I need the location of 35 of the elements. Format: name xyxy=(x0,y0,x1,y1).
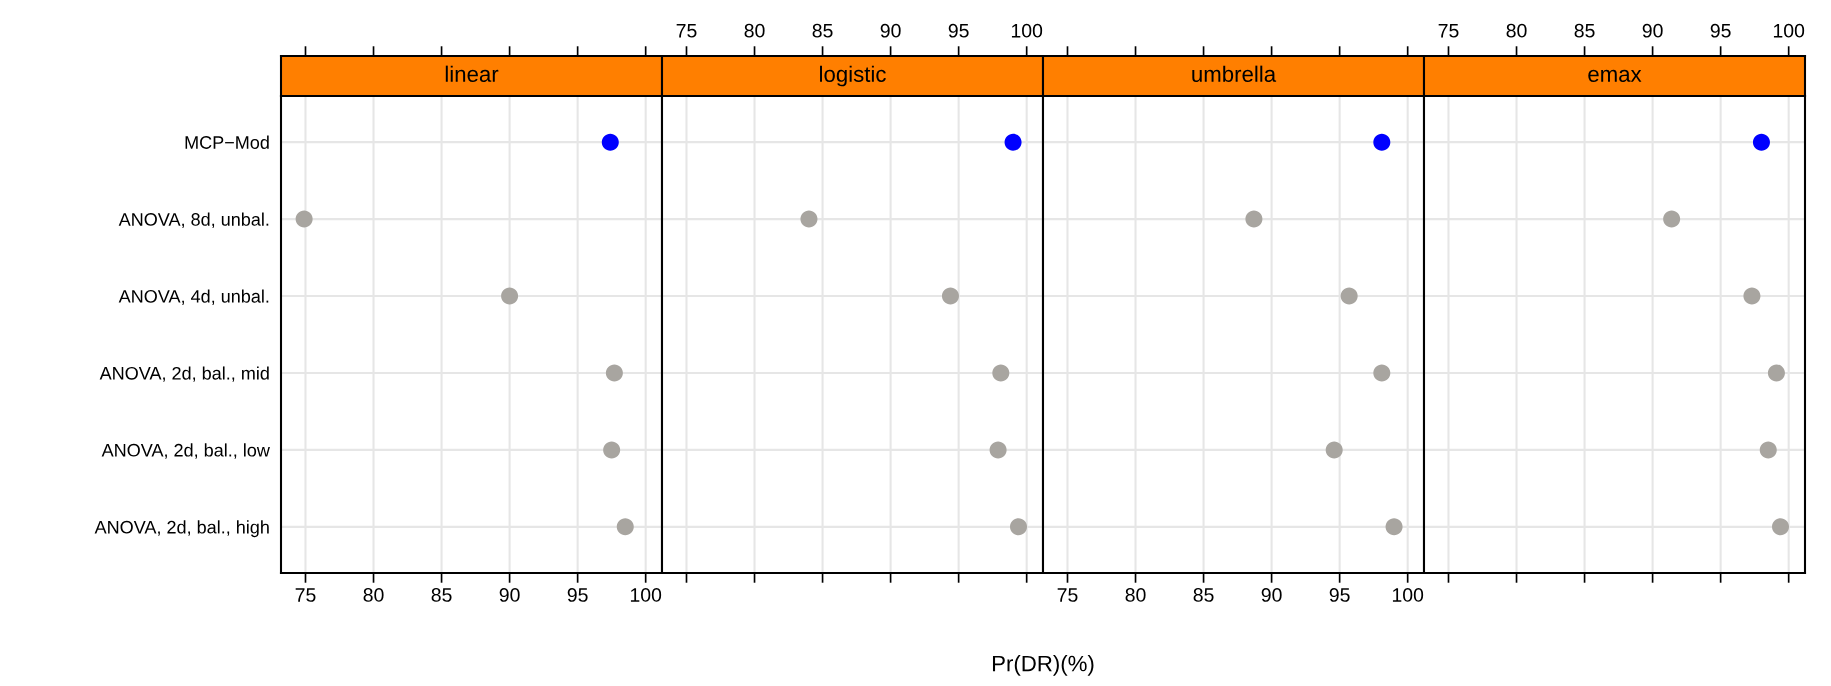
x-axis-title: Pr(DR)(%) xyxy=(992,655,1094,676)
y-tick-label: ANOVA, 2d, bal., low xyxy=(101,443,270,459)
x-tick-label: 75 xyxy=(1057,588,1078,602)
y-tick-label: ANOVA, 2d, bal., mid xyxy=(99,366,269,382)
x2-tick-label: 75 xyxy=(1438,24,1459,38)
x-tick-label: 85 xyxy=(1193,588,1214,602)
x2-tick-label: 95 xyxy=(1710,23,1731,38)
x-tick-label: 100 xyxy=(630,588,662,602)
x-tick-label: 90 xyxy=(499,588,520,602)
x-tick-label: 90 xyxy=(1261,588,1282,602)
x2-tick-label: 90 xyxy=(1642,23,1663,38)
x-tick-label: 80 xyxy=(1125,588,1146,602)
y-tick-label: ANOVA, 4d, unbal. xyxy=(118,289,269,305)
x-tick-label: 95 xyxy=(1329,588,1350,602)
chart-title: linear xyxy=(445,65,499,82)
x2-tick-label: 95 xyxy=(948,23,969,38)
x2-tick-label: 100 xyxy=(1011,23,1043,38)
x-tick-label: 75 xyxy=(295,588,316,602)
x2-tick-label: 90 xyxy=(880,23,901,38)
chart-title: emax xyxy=(1588,69,1642,82)
x-tick-label: 85 xyxy=(431,588,452,602)
x-tick-label: 80 xyxy=(363,588,384,602)
chart-title: logistic xyxy=(820,65,886,87)
y-tick-label: ANOVA, 2d, bal., high xyxy=(94,520,269,538)
x2-tick-label: 85 xyxy=(1574,23,1595,38)
x-tick-label: 100 xyxy=(1392,588,1424,602)
y-tick-label: MCP−Mod xyxy=(185,135,269,149)
x2-tick-label: 80 xyxy=(744,23,765,38)
chart-title: umbrella xyxy=(1192,65,1277,82)
x-tick-label: 95 xyxy=(567,588,588,602)
x2-tick-label: 85 xyxy=(812,23,833,38)
y-tick-label: ANOVA, 8d, unbal. xyxy=(118,212,269,228)
x2-tick-label: 80 xyxy=(1506,23,1527,38)
x2-tick-label: 100 xyxy=(1773,23,1805,38)
x2-tick-label: 75 xyxy=(676,24,697,38)
